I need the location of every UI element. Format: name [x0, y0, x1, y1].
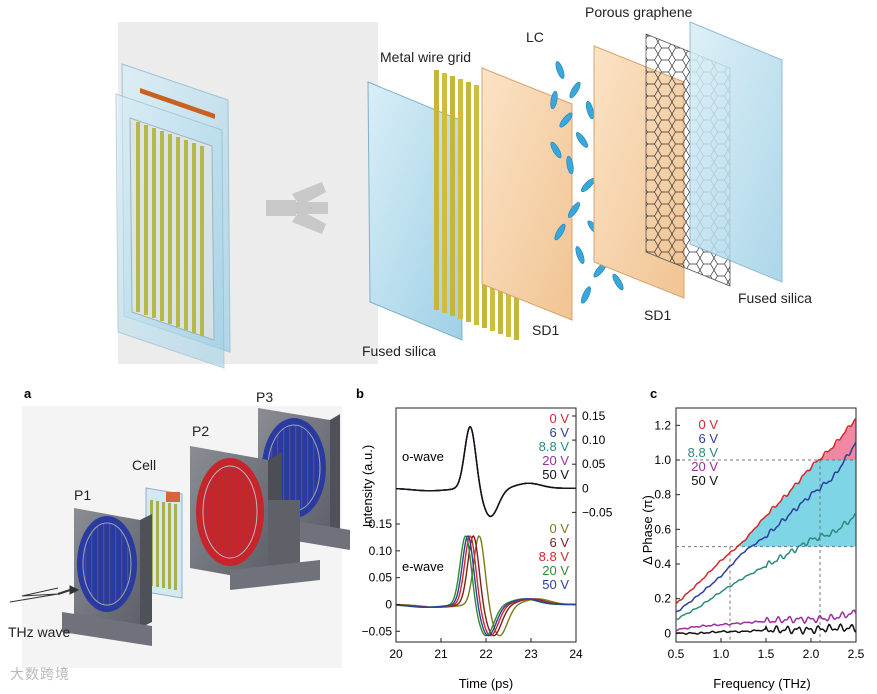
sd1-left-layer: [481, 67, 573, 321]
panel-b-xlabel: Time (ps): [459, 676, 513, 691]
label-sd1-right: SD1: [644, 307, 671, 323]
c-x-tick-label: 1.5: [758, 647, 775, 661]
label-porous-graphene: Porous graphene: [585, 4, 693, 20]
c-legend-entry: 50 V: [691, 473, 718, 488]
b-legend-e-entry: 6 V: [549, 535, 569, 550]
c-y-tick-label: 0.2: [654, 592, 671, 606]
label-lc: LC: [526, 29, 544, 45]
b-legend-e-entry: 8.8 V: [539, 549, 570, 564]
device-exploded-illustration: [367, 21, 783, 341]
b-legend-e-entry: 0 V: [549, 521, 569, 536]
assembled-electrode-strip: [140, 88, 215, 119]
c-legend-entry: 20 V: [691, 459, 718, 474]
b-legend-o-entry: 0 V: [549, 411, 569, 426]
panel-c-label: c: [650, 386, 657, 401]
assembled-wire-grid: [136, 122, 204, 336]
label-p2: P2: [192, 423, 209, 439]
c-cyan-region: [730, 460, 856, 547]
c-curve-50V: [675, 623, 857, 636]
panel-c-ylabel: Δ Phase (π): [640, 495, 655, 565]
c-x-tick-label: 1.0: [713, 647, 730, 661]
watermark: 大数跨境: [10, 667, 70, 683]
b-legend-o-entry: 8.8 V: [539, 439, 570, 454]
label-metal-wire-grid: Metal wire grid: [380, 49, 471, 65]
c-x-tick-label: 2.0: [803, 647, 820, 661]
c-y-tick-label: 0.6: [654, 522, 671, 536]
b-right-tick-label: 0.10: [582, 433, 606, 447]
explode-arrow-icon: [266, 182, 328, 234]
e-wave-curve-50V: [395, 534, 576, 637]
c-pink-region: [820, 418, 856, 460]
panel-c-xlabel: Frequency (THz): [713, 676, 811, 691]
label-fused-silica-right: Fused silica: [738, 290, 812, 306]
c-legend-entry: 6 V: [698, 431, 718, 446]
b-legend-o-entry: 20 V: [542, 453, 569, 468]
setup-illustration: [9, 408, 350, 646]
b-left-tick-label: 0.15: [369, 517, 393, 531]
c-y-tick-label: 0: [664, 626, 671, 640]
panel-b-ylabel: Intensity (a.u.): [360, 445, 375, 527]
b-x-tick-label: 22: [479, 647, 493, 661]
c-legend-entry: 8.8 V: [688, 445, 719, 460]
thz-wave-icon: [9, 585, 80, 603]
label-cell: Cell: [132, 457, 156, 473]
c-y-tick-label: 1.2: [654, 418, 671, 432]
polarizer-p1: [62, 508, 152, 646]
c-curve-88V: [675, 512, 857, 621]
o-wave-label: o-wave: [402, 449, 444, 464]
label-p3: P3: [256, 389, 273, 405]
e-wave-label: e-wave: [402, 559, 444, 574]
b-left-tick-label: 0.10: [369, 544, 393, 558]
b-left-tick-label: 0.05: [369, 571, 393, 585]
panel-b-chart: 0.15 0.10 0.05 0 −0.05 0.15 0.10 0.05 0 −0.05 20 21…: [360, 407, 613, 691]
c-x-tick-label: 2.5: [848, 647, 865, 661]
c-x-tick-label: 0.5: [668, 647, 685, 661]
c-curve-6V: [675, 441, 857, 613]
polarizer-p2: [190, 446, 320, 590]
fused-silica-left-layer: [367, 81, 463, 341]
b-left-tick-label: 0: [385, 597, 392, 611]
b-right-tick-label: 0.15: [582, 409, 606, 423]
label-fused-silica-left: Fused silica: [362, 343, 436, 359]
label-thz-wave: THz wave: [8, 624, 70, 640]
b-legend-o-entry: 50 V: [542, 467, 569, 482]
c-y-tick-label: 1.0: [654, 453, 671, 467]
b-x-tick-label: 21: [434, 647, 448, 661]
label-p1: P1: [74, 487, 91, 503]
b-right-tick-label: 0: [582, 481, 589, 495]
panel-b-label: b: [356, 386, 364, 401]
fused-silica-right-layer: [689, 21, 783, 283]
c-curve-20V: [675, 609, 857, 632]
b-x-tick-label: 23: [524, 647, 538, 661]
b-x-tick-label: 20: [389, 647, 403, 661]
b-right-tick-label: −0.05: [582, 505, 613, 519]
c-y-tick-label: 0.4: [654, 557, 671, 571]
device-assembled-illustration: [115, 22, 378, 369]
panel-c-chart: 0 0.2 0.4 0.6 0.8 1.0 1.2 0.5 1.0 1.5 2.0 2.5 Δ Pha…: [640, 407, 865, 691]
b-left-tick-label: −0.05: [362, 624, 393, 638]
c-curve-0V: [675, 417, 857, 605]
o-wave-curve-50V: [396, 426, 576, 518]
label-sd1-left: SD1: [532, 322, 559, 338]
b-legend-o-entry: 6 V: [549, 425, 569, 440]
b-legend-e-entry: 50 V: [542, 577, 569, 592]
c-y-tick-label: 0.8: [654, 488, 671, 502]
c-legend-entry: 0 V: [698, 417, 718, 432]
panel-a-label: a: [24, 386, 32, 401]
b-legend-e-entry: 20 V: [542, 563, 569, 578]
b-x-tick-label: 24: [569, 647, 583, 661]
b-right-tick-label: 0.05: [582, 457, 606, 471]
